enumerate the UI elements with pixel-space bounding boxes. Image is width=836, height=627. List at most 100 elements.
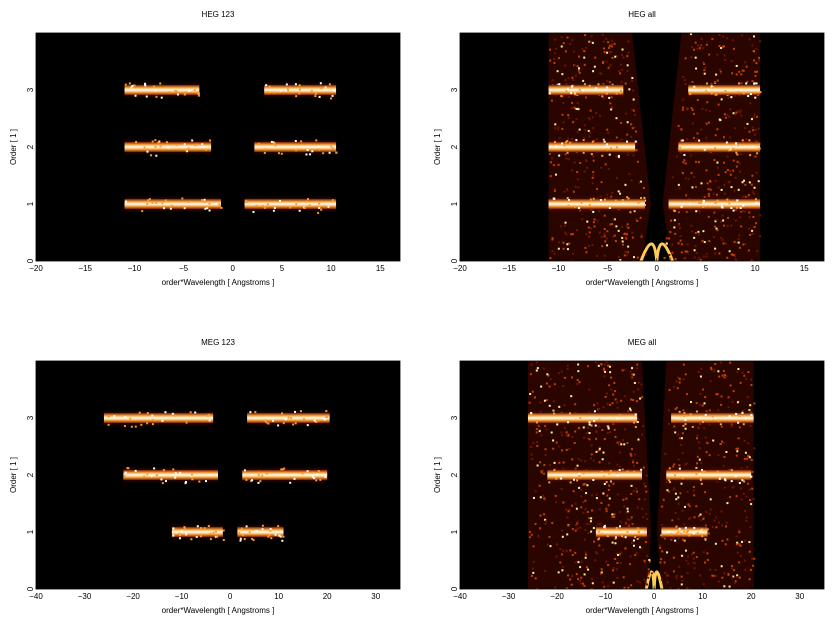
speckle	[602, 367, 605, 370]
speckle	[716, 161, 719, 164]
band-speckle	[203, 198, 206, 201]
speckle	[709, 508, 712, 511]
band-speckle	[579, 417, 582, 420]
x-tick-label: 0	[655, 264, 660, 273]
speckle	[583, 538, 586, 541]
band-speckle	[578, 476, 581, 479]
speckle	[709, 498, 712, 501]
band-speckle	[268, 534, 271, 537]
speckle	[732, 390, 735, 393]
speckle	[632, 98, 635, 101]
speckle	[668, 388, 671, 391]
band-speckle	[634, 140, 637, 143]
speckle	[535, 431, 538, 434]
speckle	[624, 82, 627, 85]
speckle	[580, 495, 583, 498]
speckle	[595, 361, 598, 364]
band-speckle	[558, 154, 561, 157]
band-speckle	[599, 199, 602, 202]
band-speckle	[292, 423, 295, 426]
speckle	[559, 561, 562, 564]
band-speckle	[616, 474, 619, 477]
band-speckle	[695, 410, 698, 413]
band-speckle	[239, 539, 242, 542]
band-speckle	[254, 411, 257, 414]
band-speckle	[273, 206, 276, 209]
speckle	[730, 186, 733, 189]
speckle	[692, 113, 695, 116]
band-speckle	[729, 148, 732, 151]
speckle	[638, 546, 641, 549]
speckle	[699, 574, 702, 577]
speckle	[569, 549, 572, 552]
band-speckle	[680, 205, 683, 208]
speckle	[742, 69, 745, 72]
speckle	[695, 505, 698, 508]
speckle	[595, 551, 598, 554]
band-speckle	[703, 470, 706, 473]
band-speckle	[214, 535, 217, 538]
speckle	[758, 58, 761, 61]
band-speckle	[677, 531, 680, 534]
speckle	[721, 576, 724, 579]
band-speckle	[151, 140, 154, 143]
band-speckle	[742, 204, 745, 207]
speckle	[608, 484, 611, 487]
speckle	[717, 454, 720, 457]
band-speckle	[318, 148, 321, 151]
band-speckle	[294, 83, 297, 86]
band-speckle	[168, 91, 171, 94]
band-speckle	[173, 414, 176, 417]
speckle	[693, 494, 696, 497]
band-speckle	[153, 467, 156, 470]
speckle	[551, 238, 554, 241]
speckle	[589, 520, 592, 523]
x-tick-label: −20	[453, 264, 467, 273]
speckle	[728, 115, 731, 118]
zero-order-right	[655, 242, 674, 261]
speckle	[749, 568, 752, 571]
speckle	[608, 384, 611, 387]
speckle	[567, 574, 570, 577]
speckle	[633, 382, 636, 385]
speckle	[565, 448, 568, 451]
band-speckle	[730, 469, 733, 472]
speckle	[566, 516, 569, 519]
speckle	[588, 432, 591, 435]
order-1-band-1	[244, 199, 337, 209]
band-speckle	[753, 82, 756, 85]
x-tick-label: 20	[747, 592, 756, 601]
speckle	[621, 236, 624, 239]
speckle	[683, 257, 686, 260]
band-speckle	[169, 207, 172, 210]
speckle	[757, 127, 760, 130]
speckle	[558, 372, 561, 375]
speckle	[702, 255, 705, 258]
speckle	[754, 70, 757, 73]
speckle	[566, 243, 569, 246]
speckle	[583, 63, 586, 66]
band-speckle	[294, 410, 297, 413]
speckle	[648, 560, 651, 563]
speckle	[714, 542, 717, 545]
dark-wedge	[642, 361, 667, 530]
speckle	[736, 576, 739, 579]
speckle	[642, 187, 645, 190]
band-speckle	[317, 470, 320, 473]
speckle	[583, 136, 586, 139]
band-speckle	[257, 474, 260, 477]
speckle	[722, 224, 725, 227]
band-speckle	[309, 153, 312, 156]
speckle	[672, 556, 675, 559]
speckle	[614, 398, 617, 401]
speckle	[540, 471, 543, 474]
band-speckle	[189, 411, 192, 414]
speckle	[605, 237, 608, 240]
speckle	[678, 381, 681, 384]
speckle	[623, 368, 626, 371]
speckle	[645, 253, 648, 256]
band-speckle	[556, 423, 559, 426]
band-speckle	[575, 139, 578, 142]
speckle	[738, 531, 741, 534]
speckle	[752, 129, 755, 132]
